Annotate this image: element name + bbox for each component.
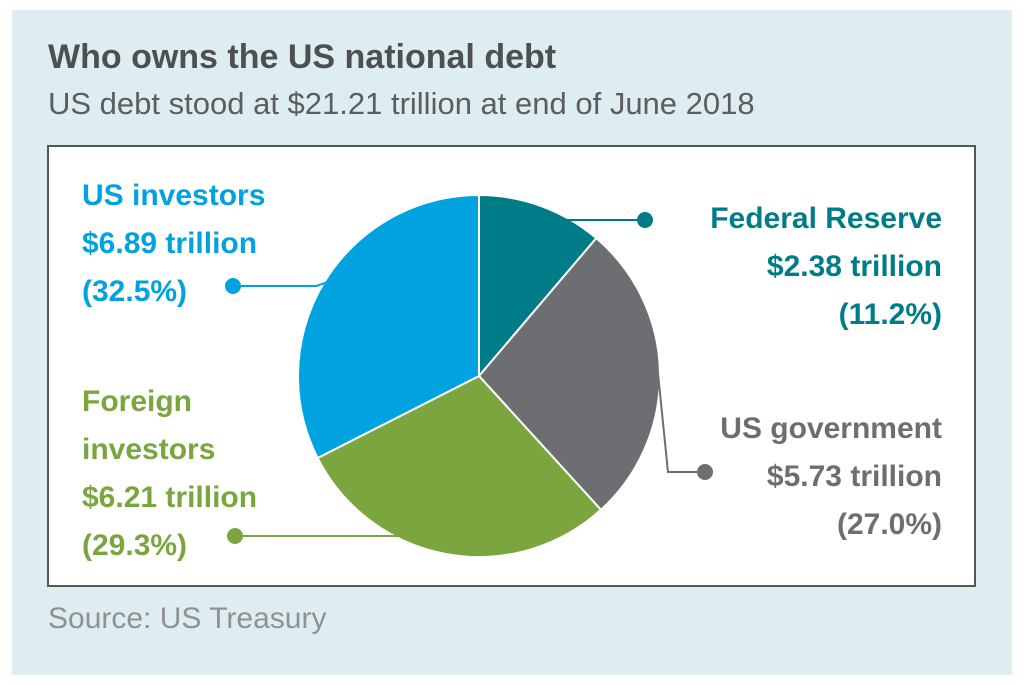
leader-line-foreign-investors (235, 535, 448, 553)
pie-slice-federal-reserve (478, 193, 598, 379)
label-foreign-investors-name-1: Foreign (82, 385, 192, 418)
leader-line-us-government (656, 372, 705, 473)
label-us-investors-name: US investors (82, 179, 266, 212)
label-us-government-value: $5.73 trillion (766, 460, 942, 493)
label-us-investors-value: $6.89 trillion (82, 227, 258, 260)
source-note: Source: US Treasury (48, 602, 327, 635)
label-federal-reserve-value: $2.38 trillion (766, 250, 942, 283)
label-federal-reserve-name: Federal Reserve (710, 202, 942, 235)
label-us-investors-pct: (32.5%) (82, 275, 188, 308)
label-foreign-investors: Foreign investors $6.21 trillion (29.3%) (82, 378, 257, 570)
leader-line-federal-reserve (540, 207, 645, 221)
label-foreign-investors-name-2: investors (82, 433, 216, 466)
pie-slice-foreign-investors (316, 374, 603, 558)
label-us-government: US government $5.73 trillion (27.0%) (720, 405, 942, 549)
chart-subtitle: US debt stood at $21.21 trillion at end … (48, 86, 755, 121)
leader-lines (225, 207, 713, 553)
pie-slice-us-government (477, 236, 661, 512)
label-us-government-name: US government (720, 412, 942, 445)
leader-dot-foreign-investors (227, 528, 243, 544)
pie-slice-us-investors (297, 193, 480, 460)
leader-dot-us-investors (225, 278, 241, 294)
label-us-government-pct: (27.0%) (836, 508, 942, 541)
label-federal-reserve-pct: (11.2%) (838, 298, 942, 331)
label-foreign-investors-value: $6.21 trillion (82, 481, 258, 514)
label-us-investors: US investors $6.89 trillion (32.5%) (82, 172, 265, 316)
leader-dot-us-government (697, 464, 713, 480)
leader-dot-federal-reserve (637, 212, 653, 228)
label-foreign-investors-pct: (29.3%) (82, 529, 188, 562)
chart-title: Who owns the US national debt (48, 38, 557, 76)
label-federal-reserve: Federal Reserve $2.38 trillion (11.2%) (710, 195, 942, 339)
leader-line-us-investors (233, 281, 327, 287)
